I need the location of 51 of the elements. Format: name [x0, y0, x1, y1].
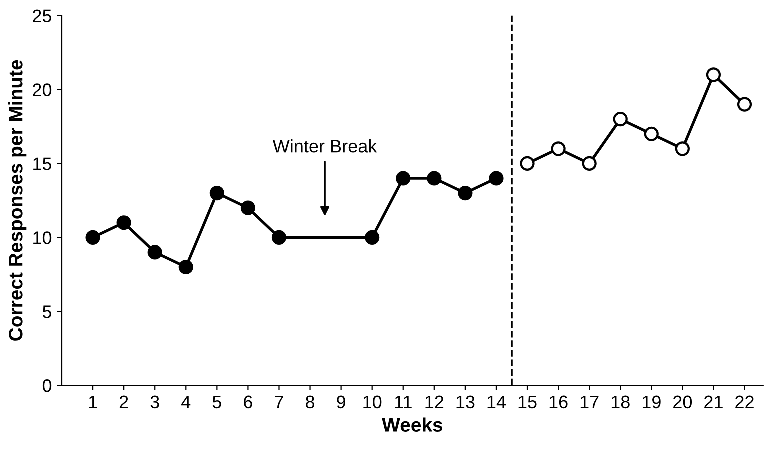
x-tick-label: 16	[550, 396, 568, 409]
point	[613, 112, 628, 127]
y-tick-label: 5	[42, 306, 52, 318]
point	[116, 216, 132, 230]
x-tick-label: 9	[337, 396, 346, 409]
point	[178, 260, 194, 275]
y-axis-title: Correct Responses per Minute	[8, 60, 27, 341]
point	[737, 97, 752, 112]
y-tick-label: 15	[34, 158, 52, 170]
x-tick-label: 19	[642, 396, 661, 409]
point	[706, 68, 722, 82]
x-tick-label: 22	[736, 396, 754, 408]
x-tick-label: 3	[150, 396, 160, 409]
y-tick-label: 20	[33, 84, 52, 96]
point	[551, 142, 566, 156]
point	[458, 186, 473, 201]
x-tick-label: 5	[212, 396, 222, 409]
point	[427, 171, 442, 186]
point	[272, 230, 287, 245]
x-axis-title: Weeks	[382, 418, 443, 432]
y-tick-label: 10	[34, 232, 52, 244]
point	[365, 230, 380, 245]
x-tick-label: 18	[612, 396, 630, 409]
x-tick-label: 21	[704, 396, 723, 408]
annotation: Winter Break	[272, 140, 378, 153]
point	[210, 186, 224, 201]
point	[644, 126, 659, 142]
point	[582, 156, 597, 172]
point	[396, 171, 411, 186]
x-tick-label: 1	[89, 396, 98, 408]
point	[489, 171, 504, 186]
x-tick-label: 6	[244, 396, 252, 409]
x-tick-label: 13	[456, 396, 475, 409]
x-tick-label: 7	[275, 396, 284, 408]
x-tick-label: 14	[488, 396, 506, 408]
x-tick-label: 11	[395, 396, 412, 408]
y-tick-label: 25	[33, 10, 52, 23]
point	[86, 230, 100, 245]
point	[240, 200, 256, 216]
x-tick-label: 12	[426, 396, 444, 408]
point	[148, 245, 162, 260]
point	[675, 142, 690, 156]
x-tick-label: 20	[674, 396, 692, 409]
x-tick-label: 8	[306, 396, 315, 409]
y-tick-label: 0	[42, 380, 52, 392]
x-tick-label: 17	[580, 396, 599, 408]
x-tick-label: 10	[364, 396, 382, 409]
x-tick-label: 4	[182, 396, 191, 408]
point	[520, 156, 535, 172]
x-tick-label: 2	[120, 396, 128, 408]
x-tick-label: 15	[518, 396, 537, 409]
